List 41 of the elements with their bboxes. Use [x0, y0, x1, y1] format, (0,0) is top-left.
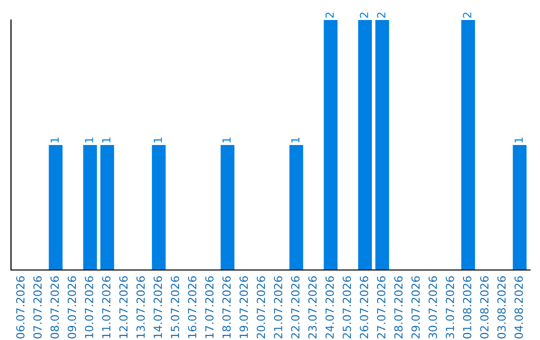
x-tick-label: 06.07.2026 — [16, 276, 25, 338]
x-tick-label: 07.07.2026 — [33, 276, 42, 338]
x-tick-label: 12.07.2026 — [119, 276, 128, 338]
data-label: 2 — [377, 12, 386, 18]
data-label: 1 — [514, 138, 523, 142]
x-tick-label: 09.07.2026 — [68, 276, 76, 338]
data-label: 1 — [154, 138, 162, 142]
x-tick-label: 04.08.2026 — [514, 276, 523, 338]
x-tick-label: 25.07.2026 — [342, 276, 352, 338]
data-label: 1 — [102, 138, 110, 142]
x-tick-label: 19.07.2026 — [240, 276, 248, 338]
x-tick-label: 10.07.2026 — [84, 276, 94, 338]
data-label: 2 — [325, 12, 334, 18]
x-tick-label: 30.07.2026 — [428, 276, 437, 338]
x-tick-label: 14.07.2026 — [154, 276, 162, 338]
x-tick-label: 03.08.2026 — [497, 276, 506, 338]
x-tick-label: 27.07.2026 — [377, 276, 386, 338]
x-tick-label: 22.07.2026 — [291, 276, 300, 338]
x-tick-label: 28.07.2026 — [394, 276, 403, 338]
x-tick-label: 01.08.2026 — [462, 276, 472, 338]
x-tick-label: 18.07.2026 — [222, 276, 231, 338]
data-label: 2 — [462, 12, 472, 18]
x-tick-label: 15.07.2026 — [170, 276, 180, 338]
x-tick-label: 20.07.2026 — [256, 276, 266, 338]
x-tick-label: 16.07.2026 — [188, 276, 196, 338]
x-tick-label: 17.07.2026 — [205, 276, 214, 338]
x-tick-label: 02.08.2026 — [480, 276, 489, 338]
x-tick-label: 23.07.2026 — [308, 276, 317, 338]
x-tick-label: 26.07.2026 — [360, 276, 368, 338]
data-label: 1 — [85, 138, 94, 142]
data-label: 1 — [291, 138, 300, 142]
x-tick-label: 11.07.2026 — [102, 276, 110, 338]
x-tick-label: 31.07.2026 — [446, 276, 454, 338]
x-tick-label: 21.07.2026 — [274, 276, 282, 338]
x-tick-label: 08.07.2026 — [50, 276, 59, 338]
data-label: 1 — [50, 138, 59, 142]
x-tick-label: 13.07.2026 — [136, 276, 145, 338]
x-tick-label: 24.07.2026 — [325, 276, 334, 338]
data-label: 2 — [360, 12, 368, 18]
x-tick-label: 29.07.2026 — [411, 276, 420, 338]
data-label: 1 — [222, 138, 231, 142]
